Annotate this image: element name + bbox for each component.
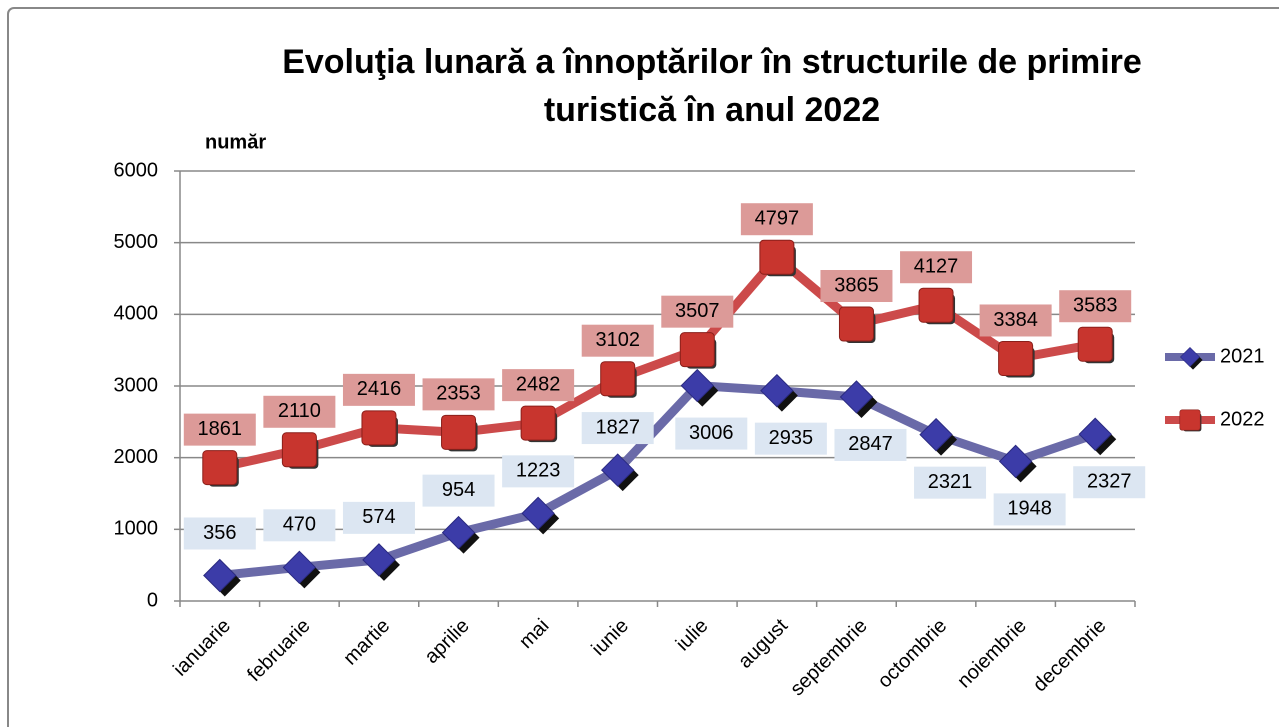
data-label-box — [820, 270, 893, 303]
data-label: 2327 — [1087, 471, 1132, 493]
y-tick-label: 2000 — [114, 446, 159, 468]
data-point — [600, 361, 636, 397]
data-label: 574 — [362, 506, 395, 528]
y-tick-label: 6000 — [114, 159, 159, 181]
data-label: 2416 — [357, 378, 402, 400]
legend-symbol — [1179, 346, 1201, 368]
data-label: 1948 — [1007, 498, 1052, 520]
data-label-box — [502, 455, 575, 488]
data-label: 4127 — [914, 256, 959, 278]
y-tick-label: 1000 — [114, 518, 159, 540]
data-point — [1077, 326, 1113, 362]
data-label-box — [263, 509, 336, 542]
data-point — [520, 405, 556, 441]
legend-label: 2022 — [1220, 408, 1265, 430]
data-point — [759, 239, 795, 275]
data-label: 2482 — [516, 373, 561, 395]
data-point — [282, 550, 317, 585]
data-label-box — [183, 517, 256, 550]
data-label: 3583 — [1073, 294, 1118, 316]
data-label: 2847 — [848, 433, 893, 455]
chart-title: Evoluţia lunară a înnoptărilor în struct… — [282, 43, 1142, 129]
y-tick-label: 0 — [147, 589, 158, 611]
data-point — [838, 306, 874, 342]
data-label-box — [914, 466, 987, 499]
data-label-box — [900, 251, 973, 284]
y-tick-label: 5000 — [114, 231, 159, 253]
data-label-box — [754, 422, 827, 455]
data-label: 2935 — [769, 427, 814, 449]
data-point — [998, 444, 1033, 479]
data-point — [202, 450, 238, 486]
legend-label: 2021 — [1220, 345, 1265, 367]
data-label: 3102 — [595, 329, 640, 351]
data-label-box — [183, 413, 256, 446]
data-point — [361, 410, 397, 446]
data-point — [601, 453, 635, 487]
legend-marker — [1179, 346, 1203, 370]
y-axis-label: număr — [205, 131, 266, 153]
data-label-box — [740, 203, 813, 236]
data-point — [680, 368, 714, 403]
data-point — [760, 373, 794, 408]
y-tick-label: 3000 — [114, 374, 159, 396]
data-point — [441, 414, 477, 450]
data-point — [362, 543, 396, 577]
data-label-box — [502, 369, 575, 402]
data-point — [919, 417, 953, 452]
y-tick-label: 4000 — [114, 303, 159, 325]
data-label: 1861 — [198, 418, 243, 440]
data-point — [839, 380, 874, 414]
data-point — [998, 340, 1034, 376]
data-label-box — [581, 324, 654, 357]
data-label: 4797 — [755, 207, 800, 229]
data-label-box — [979, 304, 1052, 337]
data-point — [521, 496, 555, 531]
data-label: 470 — [283, 514, 316, 536]
data-label-box — [1059, 290, 1132, 323]
data-point — [203, 558, 237, 593]
data-label-box — [342, 373, 415, 406]
data-label: 3865 — [834, 274, 879, 296]
data-label: 3507 — [675, 300, 720, 322]
data-point — [281, 432, 317, 468]
legend-marker — [1179, 409, 1202, 432]
data-label-box — [993, 493, 1066, 526]
data-label: 954 — [442, 479, 475, 501]
data-label: 2353 — [436, 383, 481, 405]
data-point — [441, 515, 476, 550]
legend-symbol — [1179, 409, 1201, 431]
data-label: 3384 — [993, 309, 1038, 331]
data-label-box — [342, 501, 415, 534]
data-label-box — [1073, 466, 1146, 499]
data-label-box — [661, 295, 734, 328]
data-label-box — [422, 474, 495, 507]
data-label: 1223 — [516, 460, 561, 482]
data-point — [1078, 417, 1112, 451]
data-label: 1827 — [595, 416, 640, 438]
data-label: 2321 — [928, 471, 973, 493]
data-label-box — [834, 428, 907, 461]
data-label-box — [263, 395, 336, 428]
data-label: 3006 — [689, 422, 734, 444]
data-point — [918, 287, 954, 323]
data-label: 2110 — [278, 400, 321, 422]
data-label: 356 — [203, 522, 236, 544]
data-label-box — [675, 417, 748, 450]
data-point — [679, 332, 715, 368]
data-label-box — [581, 412, 654, 445]
data-label-box — [422, 378, 495, 411]
